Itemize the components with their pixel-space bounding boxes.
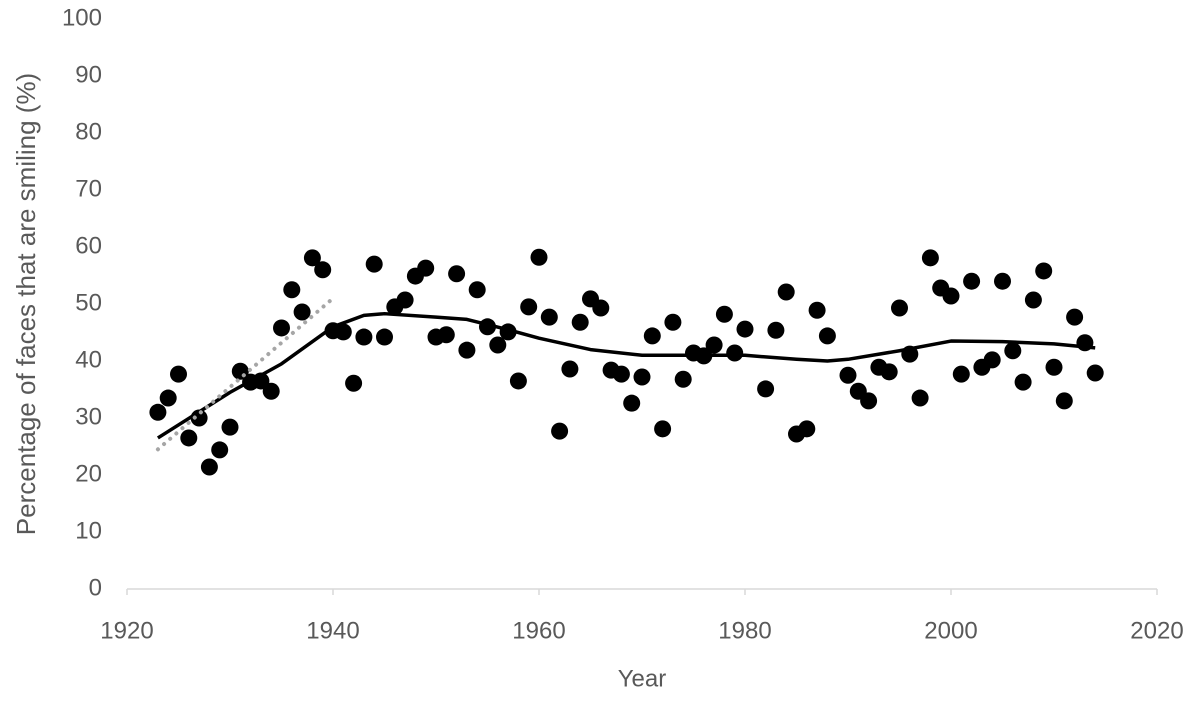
data-point (221, 418, 239, 436)
data-point (963, 272, 981, 290)
data-point (551, 422, 569, 440)
data-point (376, 328, 393, 346)
x-tick-label: 2000 (924, 617, 977, 644)
data-point (489, 336, 507, 354)
data-point (808, 301, 826, 319)
y-tick-label: 60 (75, 232, 102, 259)
data-point (458, 341, 476, 359)
data-point (839, 366, 857, 384)
data-point (674, 370, 692, 388)
data-point (705, 336, 723, 354)
x-tick-label: 1960 (512, 617, 565, 644)
data-point (726, 344, 744, 362)
y-tick-label: 20 (75, 460, 102, 487)
data-point (1035, 262, 1053, 280)
x-tick-label: 1920 (100, 617, 153, 644)
data-point (818, 327, 836, 345)
data-point (1004, 342, 1022, 360)
data-point (623, 394, 641, 412)
data-point (561, 360, 579, 378)
data-point (211, 441, 229, 459)
data-point (334, 323, 352, 341)
data-point (777, 283, 795, 301)
data-point (664, 313, 682, 331)
y-tick-label: 80 (75, 118, 102, 145)
x-tick-label: 1940 (306, 617, 359, 644)
data-point (314, 261, 332, 279)
y-tick-label: 10 (75, 517, 102, 544)
data-point (1055, 392, 1073, 410)
y-tick-label: 40 (75, 346, 102, 373)
y-tick-label: 0 (89, 574, 102, 601)
data-point (262, 382, 280, 400)
data-point (891, 299, 908, 317)
data-point (396, 291, 414, 309)
data-point (303, 249, 321, 267)
data-point (880, 363, 898, 381)
data-point (1024, 291, 1042, 309)
x-tick-label: 2020 (1130, 617, 1183, 644)
data-point (942, 287, 960, 305)
data-point (643, 327, 661, 345)
data-point (1066, 308, 1084, 326)
data-point (921, 249, 939, 267)
data-point (200, 458, 218, 476)
data-point (540, 308, 558, 326)
data-point (437, 326, 455, 344)
data-point (757, 380, 775, 398)
data-point (417, 259, 435, 277)
data-point (952, 365, 970, 383)
data-point (571, 313, 589, 331)
data-point (736, 320, 754, 338)
data-point (715, 305, 733, 323)
data-point (654, 420, 672, 438)
data-point (468, 281, 486, 299)
data-point (149, 403, 167, 421)
data-point (520, 298, 538, 316)
data-point (180, 429, 198, 447)
data-point (633, 368, 651, 386)
y-tick-label: 70 (75, 175, 102, 202)
data-point (159, 389, 177, 407)
trend-line (155, 296, 335, 452)
y-tick-label: 50 (75, 289, 102, 316)
data-point (612, 365, 630, 383)
y-tick-label: 90 (75, 61, 102, 88)
data-point (448, 265, 466, 283)
x-tick-label: 1980 (718, 617, 771, 644)
data-point (345, 374, 363, 392)
data-point (355, 328, 373, 346)
data-point (994, 272, 1011, 290)
data-point (170, 365, 187, 383)
y-tick-label: 30 (75, 403, 102, 430)
data-point (530, 248, 548, 266)
data-point (293, 303, 311, 321)
data-point (1045, 358, 1063, 376)
data-point (592, 299, 610, 317)
y-axis-title: Percentage of faces that are smiling (%) (11, 73, 41, 535)
smooth-line (156, 311, 1096, 440)
data-point (860, 392, 878, 410)
data-point (283, 281, 301, 299)
data-point (767, 321, 785, 339)
x-axis-title: Year (618, 665, 667, 692)
y-tick-label: 100 (62, 4, 102, 31)
data-point (509, 372, 527, 390)
data-point (798, 420, 816, 438)
data-point (983, 351, 1001, 369)
data-point (911, 389, 929, 407)
data-point (1014, 373, 1032, 391)
data-point (273, 319, 290, 337)
data-point (1086, 364, 1104, 382)
data-point (365, 255, 383, 273)
